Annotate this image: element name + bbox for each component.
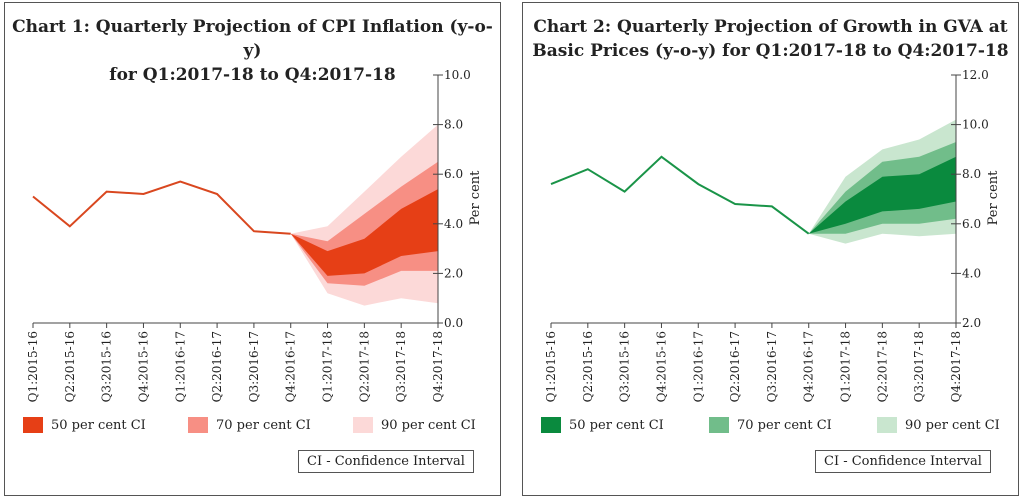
legend-swatch-50 bbox=[23, 417, 43, 433]
x-tick-label: Q4:2017-18 bbox=[431, 331, 445, 402]
y-tick-label: 8.0 bbox=[962, 167, 981, 181]
x-tick-label: Q3:2017-18 bbox=[912, 331, 926, 402]
chart-title: Chart 1: Quarterly Projection of CPI Inf… bbox=[5, 15, 500, 87]
legend-item-70: 70 per cent CI bbox=[709, 417, 832, 433]
legend-label-90: 90 per cent CI bbox=[381, 417, 476, 433]
chart-title-line-2: for Q1:2017-18 to Q4:2017-18 bbox=[109, 65, 396, 85]
x-tick-label: Q4:2015-16 bbox=[136, 331, 150, 402]
legend-item-90: 90 per cent CI bbox=[353, 417, 476, 433]
y-tick-label: 6.0 bbox=[962, 217, 981, 231]
legend: 50 per cent CI 70 per cent CI 90 per cen… bbox=[23, 417, 492, 439]
chart-title-line-2: Basic Prices (y-o-y) for Q1:2017-18 to Q… bbox=[532, 41, 1009, 61]
chart-title: Chart 2: Quarterly Projection of Growth … bbox=[523, 15, 1018, 63]
legend-item-50: 50 per cent CI bbox=[541, 417, 664, 433]
x-tick-label: Q2:2016-17 bbox=[728, 331, 742, 402]
legend-label-50: 50 per cent CI bbox=[569, 417, 664, 433]
legend-swatch-90 bbox=[353, 417, 373, 433]
legend: 50 per cent CI 70 per cent CI 90 per cen… bbox=[541, 417, 1010, 439]
x-tick-label: Q4:2016-17 bbox=[284, 331, 298, 402]
legend-swatch-70 bbox=[188, 417, 208, 433]
legend-label-70: 70 per cent CI bbox=[216, 417, 311, 433]
x-tick-label: Q3:2017-18 bbox=[394, 331, 408, 402]
legend-swatch-70 bbox=[709, 417, 729, 433]
y-tick-label: 4.0 bbox=[444, 217, 463, 231]
chart-panel-gva: Chart 2: Quarterly Projection of Growth … bbox=[522, 2, 1019, 496]
x-tick-label: Q2:2017-18 bbox=[875, 331, 889, 402]
y-axis-label: Per cent bbox=[986, 170, 1001, 226]
chart-panel-cpi: Chart 1: Quarterly Projection of CPI Inf… bbox=[4, 2, 501, 496]
legend-item-70: 70 per cent CI bbox=[188, 417, 311, 433]
chart-title-line-1: Chart 1: Quarterly Projection of CPI Inf… bbox=[12, 17, 493, 61]
x-tick-label: Q1:2016-17 bbox=[173, 331, 187, 402]
x-tick-label: Q4:2017-18 bbox=[949, 331, 963, 402]
x-tick-label: Q1:2015-16 bbox=[544, 331, 558, 402]
legend-label-90: 90 per cent CI bbox=[905, 417, 1000, 433]
x-tick-label: Q2:2015-16 bbox=[63, 331, 77, 402]
legend-item-90: 90 per cent CI bbox=[877, 417, 1000, 433]
x-tick-label: Q4:2016-17 bbox=[802, 331, 816, 402]
y-tick-label: 0.0 bbox=[444, 316, 463, 330]
y-tick-label: 4.0 bbox=[962, 266, 981, 280]
y-tick-label: 8.0 bbox=[444, 118, 463, 132]
y-tick-label: 12.0 bbox=[962, 68, 989, 82]
x-tick-label: Q1:2015-16 bbox=[26, 331, 40, 402]
x-tick-label: Q1:2017-18 bbox=[321, 331, 335, 402]
x-tick-label: Q4:2015-16 bbox=[654, 331, 668, 402]
actual-series-line bbox=[550, 155, 810, 235]
chart-title-line-1: Chart 2: Quarterly Projection of Growth … bbox=[533, 17, 1008, 37]
chart-plot-cpi: Q1:2015-16 Q2:2015-16 Q3:2015-16 Q4:2015-16… bbox=[26, 68, 483, 402]
legend-item-50: 50 per cent CI bbox=[23, 417, 146, 433]
x-tick-label: Q2:2015-16 bbox=[581, 331, 595, 402]
y-tick-label: 10.0 bbox=[444, 68, 471, 82]
y-axis-label: Per cent bbox=[468, 170, 483, 226]
x-tick-label: Q3:2016-17 bbox=[247, 331, 261, 402]
chart-plot-gva: Q1:2015-16 Q2:2015-16 Q3:2015-16 Q4:2015-16… bbox=[544, 68, 1001, 402]
actual-series-line bbox=[32, 180, 291, 235]
legend-label-50: 50 per cent CI bbox=[51, 417, 146, 433]
x-tick-label: Q3:2016-17 bbox=[765, 331, 779, 402]
y-tick-label: 10.0 bbox=[962, 118, 989, 132]
ci-note: CI - Confidence Interval bbox=[815, 450, 991, 473]
x-tick-label: Q2:2017-18 bbox=[357, 331, 371, 402]
y-tick-label: 2.0 bbox=[444, 266, 463, 280]
legend-label-70: 70 per cent CI bbox=[737, 417, 832, 433]
y-tick-label: 6.0 bbox=[444, 167, 463, 181]
x-tick-label: Q2:2016-17 bbox=[210, 331, 224, 402]
legend-swatch-90 bbox=[877, 417, 897, 433]
y-tick-label: 2.0 bbox=[962, 316, 981, 330]
legend-swatch-50 bbox=[541, 417, 561, 433]
x-tick-label: Q1:2016-17 bbox=[691, 331, 705, 402]
x-tick-label: Q3:2015-16 bbox=[100, 331, 114, 402]
x-tick-label: Q3:2015-16 bbox=[618, 331, 632, 402]
ci-band-50 bbox=[290, 189, 438, 276]
ci-note: CI - Confidence Interval bbox=[298, 450, 474, 473]
ci-band-50 bbox=[808, 156, 956, 234]
x-tick-label: Q1:2017-18 bbox=[839, 331, 853, 402]
